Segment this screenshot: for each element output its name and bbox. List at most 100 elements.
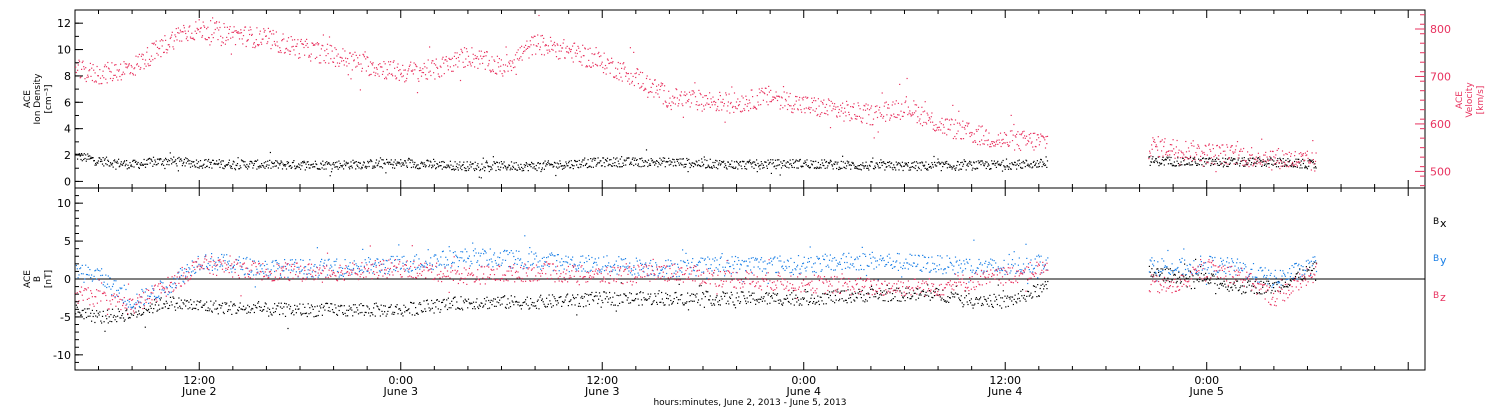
data-point bbox=[924, 101, 926, 103]
data-point bbox=[854, 292, 857, 294]
data-point bbox=[621, 156, 623, 158]
data-point bbox=[479, 305, 481, 307]
data-point bbox=[269, 31, 271, 33]
data-point bbox=[125, 66, 127, 68]
data-point bbox=[851, 292, 853, 294]
data-point bbox=[245, 258, 247, 260]
data-point bbox=[300, 168, 302, 170]
data-point bbox=[831, 164, 833, 166]
data-point bbox=[1169, 163, 1171, 165]
data-point bbox=[260, 306, 262, 308]
data-point bbox=[363, 161, 365, 163]
data-point bbox=[107, 61, 109, 64]
data-point bbox=[328, 36, 331, 38]
data-point bbox=[199, 160, 202, 162]
data-point bbox=[642, 292, 644, 294]
data-point bbox=[502, 296, 504, 298]
data-point bbox=[85, 273, 88, 276]
data-point bbox=[582, 306, 585, 308]
data-point bbox=[1290, 165, 1292, 167]
data-point bbox=[165, 159, 167, 161]
data-point bbox=[746, 161, 748, 163]
data-point bbox=[806, 97, 808, 99]
data-point bbox=[1170, 156, 1172, 159]
data-point bbox=[867, 167, 869, 169]
data-point bbox=[104, 158, 106, 160]
data-point bbox=[96, 310, 98, 312]
data-point bbox=[623, 159, 625, 161]
data-point bbox=[376, 165, 378, 167]
data-point bbox=[1264, 283, 1266, 285]
data-point bbox=[96, 65, 98, 68]
data-point bbox=[851, 118, 853, 120]
data-point bbox=[723, 166, 725, 168]
data-point bbox=[242, 161, 245, 163]
data-point bbox=[741, 291, 743, 293]
data-point bbox=[1269, 156, 1271, 158]
data-point bbox=[215, 300, 217, 302]
data-point bbox=[280, 302, 282, 304]
data-point bbox=[1287, 158, 1289, 160]
data-point bbox=[178, 32, 180, 34]
data-point bbox=[237, 259, 240, 261]
data-point bbox=[844, 107, 846, 109]
data-point bbox=[536, 300, 538, 302]
data-point bbox=[231, 31, 233, 33]
data-point bbox=[1301, 167, 1303, 169]
data-point bbox=[361, 70, 363, 72]
data-point bbox=[1026, 295, 1028, 297]
data-point bbox=[1161, 272, 1163, 274]
data-point bbox=[336, 166, 339, 168]
data-point bbox=[658, 84, 660, 86]
data-point bbox=[698, 89, 700, 91]
data-point bbox=[284, 51, 286, 54]
data-point bbox=[346, 309, 348, 311]
data-point bbox=[173, 48, 175, 50]
data-point bbox=[268, 164, 270, 166]
data-point bbox=[1198, 158, 1200, 160]
data-point bbox=[353, 162, 355, 164]
data-point bbox=[454, 296, 456, 298]
data-point bbox=[783, 91, 785, 93]
data-point bbox=[479, 63, 481, 65]
data-point bbox=[222, 167, 224, 169]
data-point bbox=[406, 166, 408, 168]
data-point bbox=[941, 117, 943, 119]
data-point bbox=[130, 72, 132, 74]
data-point bbox=[431, 299, 433, 302]
data-point bbox=[845, 299, 847, 301]
data-point bbox=[917, 288, 919, 290]
data-point bbox=[487, 165, 489, 167]
data-point bbox=[316, 56, 318, 58]
data-point bbox=[694, 294, 696, 296]
data-point bbox=[111, 164, 113, 166]
data-point bbox=[857, 102, 859, 104]
data-point bbox=[624, 160, 626, 162]
data-point bbox=[660, 85, 662, 87]
data-point bbox=[91, 320, 93, 322]
data-point bbox=[403, 164, 405, 166]
data-point bbox=[466, 161, 468, 163]
data-point bbox=[1230, 159, 1232, 161]
data-point bbox=[893, 164, 895, 166]
data-point bbox=[895, 100, 897, 102]
data-point bbox=[1280, 160, 1282, 162]
data-point bbox=[676, 97, 678, 99]
data-point bbox=[486, 51, 488, 53]
data-point bbox=[480, 168, 482, 170]
data-point bbox=[463, 66, 465, 68]
data-point bbox=[609, 297, 611, 299]
data-point bbox=[169, 296, 172, 298]
data-point bbox=[826, 293, 828, 295]
data-point bbox=[709, 167, 711, 169]
data-point bbox=[443, 166, 445, 168]
data-point bbox=[124, 63, 126, 65]
data-point bbox=[970, 302, 972, 304]
data-point bbox=[940, 123, 942, 125]
data-point bbox=[341, 166, 343, 168]
data-point bbox=[327, 53, 329, 55]
data-point bbox=[1157, 268, 1159, 270]
data-point bbox=[969, 132, 971, 134]
data-point bbox=[1043, 162, 1045, 165]
data-point bbox=[200, 165, 202, 167]
